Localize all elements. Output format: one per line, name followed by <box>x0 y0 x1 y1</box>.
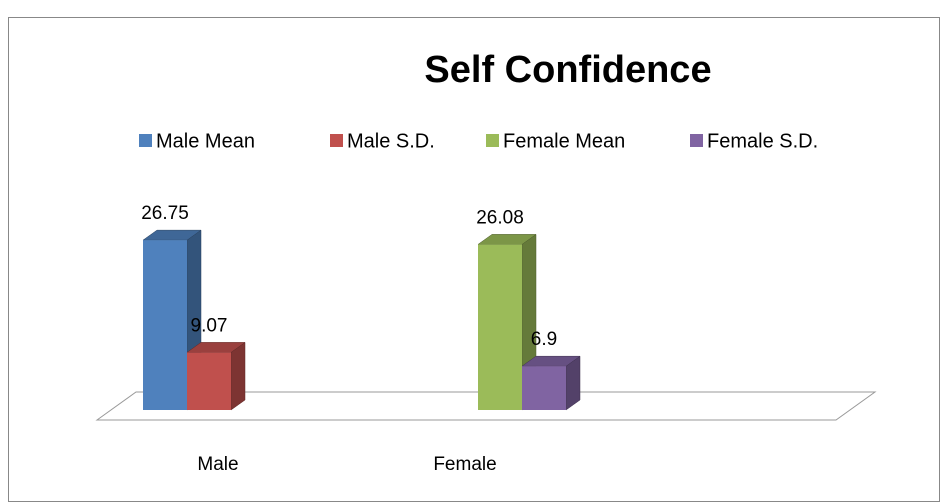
bar <box>478 244 522 410</box>
legend-swatch <box>330 134 343 147</box>
legend-swatch <box>690 134 703 147</box>
data-label: 6.9 <box>531 329 557 350</box>
data-label: 26.75 <box>141 203 189 224</box>
legend-label: Male S.D. <box>347 130 435 152</box>
x-tick-label: Female <box>433 454 496 475</box>
data-label: 26.08 <box>476 207 524 228</box>
bar <box>143 240 187 410</box>
bar-side <box>230 341 246 411</box>
legend-label: Female Mean <box>503 130 625 152</box>
legend-label: Male Mean <box>156 130 255 152</box>
legend-swatch <box>486 134 499 147</box>
legend-label: Female S.D. <box>707 130 818 152</box>
x-tick-label: Male <box>197 454 238 475</box>
bar <box>187 352 231 410</box>
data-label: 9.07 <box>191 315 228 336</box>
bar <box>522 366 566 410</box>
chart-title: Self Confidence <box>424 49 711 91</box>
legend-swatch <box>139 134 152 147</box>
